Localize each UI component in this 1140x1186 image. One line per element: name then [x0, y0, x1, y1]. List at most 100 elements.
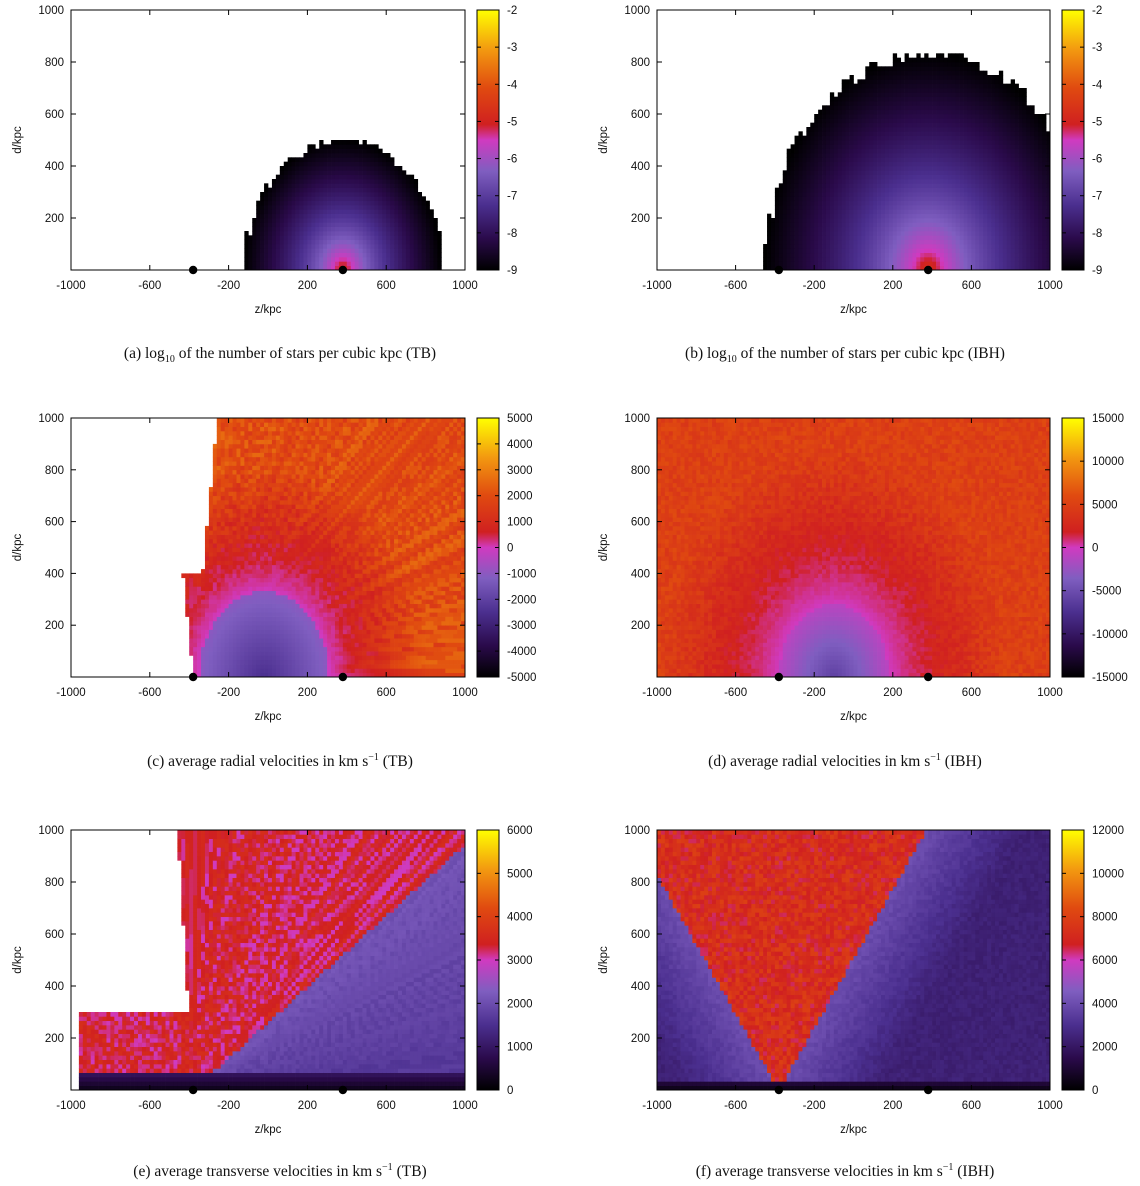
heatmap-cell [390, 248, 394, 253]
heatmap-cell [940, 62, 944, 67]
heatmap-cell [783, 240, 787, 245]
heatmap-cell [1034, 201, 1038, 206]
heatmap-cell [791, 196, 795, 201]
heatmap-cell [256, 257, 260, 262]
heatmap-cell [952, 144, 956, 149]
heatmap-cell [193, 582, 197, 587]
heatmap-cell [225, 535, 229, 540]
heatmap-cell [1007, 201, 1011, 206]
heatmap-cell [802, 153, 806, 158]
heatmap-cell [398, 214, 402, 219]
heatmap-cell [869, 157, 873, 162]
heatmap-cell [889, 240, 893, 245]
heatmap-cell [897, 162, 901, 167]
heatmap-cell [987, 127, 991, 132]
heatmap-cell [822, 162, 826, 167]
heatmap-cell [975, 257, 979, 262]
heatmap-cell [912, 123, 916, 128]
heatmap-cell [916, 231, 920, 236]
heatmap-cell [905, 101, 909, 106]
heatmap-cell [284, 214, 288, 219]
heatmap-cell [854, 205, 858, 210]
heatmap-cell [433, 244, 437, 249]
heatmap-cell [846, 92, 850, 97]
heatmap-cell [822, 188, 826, 193]
heatmap-cell [1034, 231, 1038, 236]
heatmap-cell [315, 149, 319, 154]
heatmap-cell [979, 209, 983, 214]
heatmap-cell [296, 235, 300, 240]
heatmap-cell [830, 153, 834, 158]
heatmap-cell [1042, 196, 1046, 201]
heatmap-cell [901, 192, 905, 197]
heatmap-cell [893, 153, 897, 158]
heatmap-cell [897, 166, 901, 171]
heatmap-cell [842, 231, 846, 236]
heatmap-cell [217, 668, 221, 673]
heatmap-cell [975, 170, 979, 175]
heatmap-cell [221, 660, 225, 665]
heatmap-cell [339, 201, 343, 206]
heatmap-cell [335, 227, 339, 232]
heatmap-cell [327, 188, 331, 193]
y-tick-label: 600 [631, 109, 650, 121]
heatmap-cell [920, 101, 924, 106]
heatmap-cell [798, 231, 802, 236]
heatmap-cell [987, 84, 991, 89]
heatmap-cell [897, 157, 901, 162]
heatmap-cell [378, 162, 382, 167]
heatmap-cell [806, 162, 810, 167]
heatmap-cell [999, 110, 1003, 115]
heatmap-cell [881, 75, 885, 80]
heatmap-cell [355, 253, 359, 258]
heatmap-cell [802, 170, 806, 175]
heatmap-cell [814, 140, 818, 145]
heatmap-cell [877, 101, 881, 106]
heatmap-cell [995, 175, 999, 180]
heatmap-cell [940, 235, 944, 240]
heatmap-cell [422, 257, 426, 262]
heatmap-cell [1038, 196, 1042, 201]
heatmap-cell [810, 192, 814, 197]
heatmap-cell [991, 149, 995, 154]
heatmap-cell [814, 123, 818, 128]
heatmap-cell [960, 240, 964, 245]
heatmap-cell [260, 227, 264, 232]
heatmap-cell [217, 569, 221, 574]
heatmap-cell [367, 166, 371, 171]
heatmap-cell [410, 188, 414, 193]
heatmap-cell [909, 166, 913, 171]
heatmap-cell [881, 218, 885, 223]
heatmap-cell [834, 218, 838, 223]
heatmap-cell [920, 214, 924, 219]
heatmap-cell [791, 157, 795, 162]
heatmap-cell [303, 192, 307, 197]
heatmap-cell [881, 248, 885, 253]
heatmap-cell [1042, 144, 1046, 149]
heatmap-cell [795, 235, 799, 240]
heatmap-cell [975, 140, 979, 145]
heatmap-cell [775, 192, 779, 197]
heatmap-cell [920, 209, 924, 214]
colorbar-tick-label: -5 [1092, 116, 1102, 128]
heatmap-cell [806, 179, 810, 184]
heatmap-cell [798, 244, 802, 249]
heatmap-cell [1038, 188, 1042, 193]
heatmap-cell [822, 209, 826, 214]
heatmap-cell [798, 188, 802, 193]
heatmap-cell [1003, 240, 1007, 245]
heatmap-cell [905, 75, 909, 80]
heatmap-cell [869, 188, 873, 193]
heatmap-cell [861, 162, 865, 167]
heatmap-cell [355, 175, 359, 180]
heatmap-cell [877, 227, 881, 232]
heatmap-cell [221, 638, 225, 643]
heatmap-cell [1042, 257, 1046, 262]
heatmap-cell [205, 586, 209, 591]
heatmap-cell [995, 105, 999, 110]
heatmap-cell [810, 183, 814, 188]
heatmap-cell [213, 448, 217, 453]
heatmap-cell [991, 231, 995, 236]
heatmap-cell [323, 179, 327, 184]
heatmap-cell [1026, 162, 1030, 167]
